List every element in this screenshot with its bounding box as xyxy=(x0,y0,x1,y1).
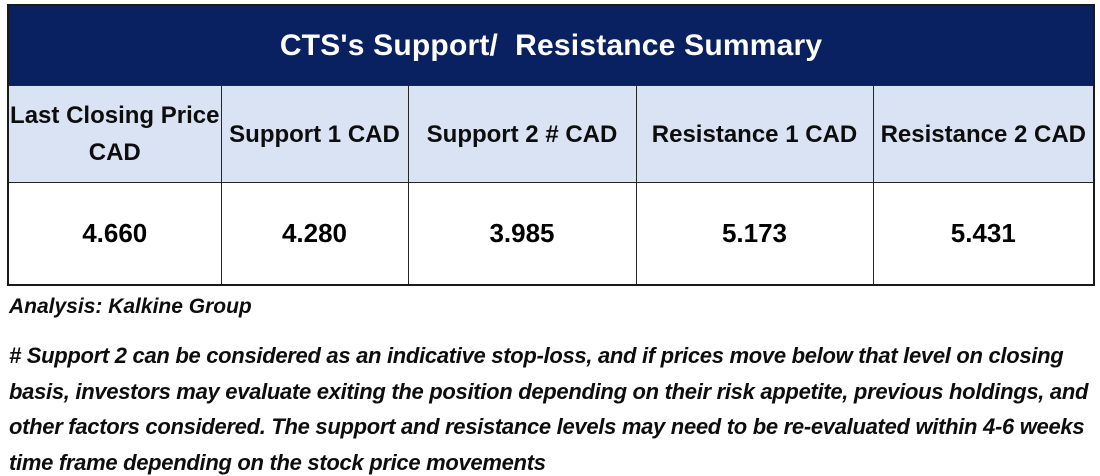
value-resistance-2: 5.431 xyxy=(872,182,1095,286)
values-row: 4.660 4.280 3.985 5.173 5.431 xyxy=(7,182,1095,286)
analysis-credit: Analysis: Kalkine Group xyxy=(9,295,252,318)
col-header-support-1: Support 1 CAD xyxy=(220,85,409,183)
col-header-support-2: Support 2 # CAD xyxy=(407,85,637,183)
value-support-2: 3.985 xyxy=(407,182,637,286)
value-support-1: 4.280 xyxy=(220,182,409,286)
header-row: Last Closing Price CAD Support 1 CAD Sup… xyxy=(7,85,1095,183)
col-header-resistance-1: Resistance 1 CAD xyxy=(635,85,874,183)
title-row: CTS's Support/ Resistance Summary xyxy=(7,4,1095,86)
support-2-stop-loss-note: # Support 2 can be considered as an indi… xyxy=(9,343,1089,475)
value-resistance-1: 5.173 xyxy=(635,182,874,286)
value-last-closing-price: 4.660 xyxy=(7,182,222,286)
col-header-last-closing-price: Last Closing Price CAD xyxy=(7,85,222,183)
table-title: CTS's Support/ Resistance Summary xyxy=(7,4,1095,86)
col-header-resistance-2: Resistance 2 CAD xyxy=(872,85,1095,183)
support-resistance-table: CTS's Support/ Resistance Summary Last C… xyxy=(7,4,1096,286)
